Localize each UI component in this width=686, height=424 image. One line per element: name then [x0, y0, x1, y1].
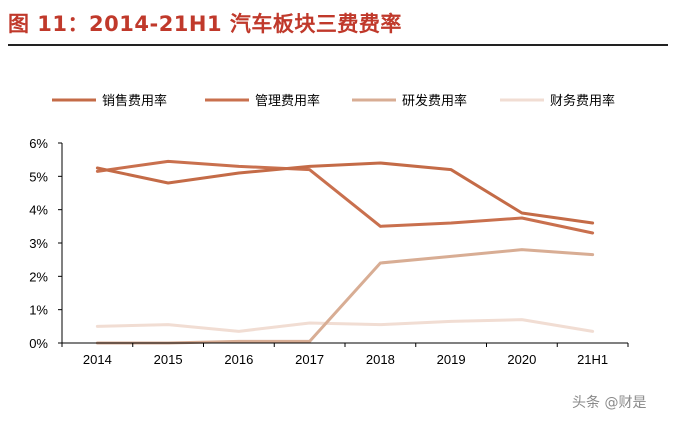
y-tick-label: 0% — [29, 336, 48, 351]
y-tick-label: 2% — [29, 269, 48, 284]
legend-label: 研发费用率 — [402, 93, 467, 109]
x-tick-label: 2020 — [507, 352, 536, 367]
series-line-4 — [95, 318, 595, 333]
x-axis-ticks: 2014 2015 2016 2017 2018 2019 2020 21H1 — [61, 343, 629, 367]
page-title: 图 11：2014-21H1 汽车板块三费费率 — [8, 12, 402, 36]
y-tick-label: 6% — [29, 136, 48, 151]
series-lines — [95, 159, 595, 345]
x-tick-label: 21H1 — [577, 352, 608, 367]
y-tick-label: 1% — [29, 303, 48, 318]
y-tick-label: 3% — [29, 236, 48, 251]
x-tick-label: 2016 — [224, 352, 253, 367]
title-divider — [8, 44, 668, 46]
legend-label: 销售费用率 — [102, 93, 167, 109]
y-tick-label: 4% — [29, 203, 48, 218]
x-tick-label: 2015 — [154, 352, 183, 367]
watermark: 头条 @财是 — [572, 395, 647, 411]
series-line-1 — [95, 161, 595, 225]
chart-axes — [61, 143, 628, 344]
y-axis-ticks: 0% 1% 2% 3% 4% 5% 6% — [29, 136, 62, 351]
series-line-3 — [95, 248, 595, 345]
x-tick-label: 2014 — [83, 352, 112, 367]
legend-label: 财务费用率 — [550, 93, 615, 109]
y-tick-label: 5% — [29, 169, 48, 184]
legend-label: 管理费用率 — [255, 93, 320, 109]
x-tick-label: 2017 — [295, 352, 324, 367]
chart-legend: 销售费用率 管理费用率 研发费用率 财务费用率 — [52, 93, 615, 109]
series-line-2 — [95, 159, 595, 235]
x-tick-label: 2018 — [366, 352, 395, 367]
x-tick-label: 2019 — [437, 352, 466, 367]
